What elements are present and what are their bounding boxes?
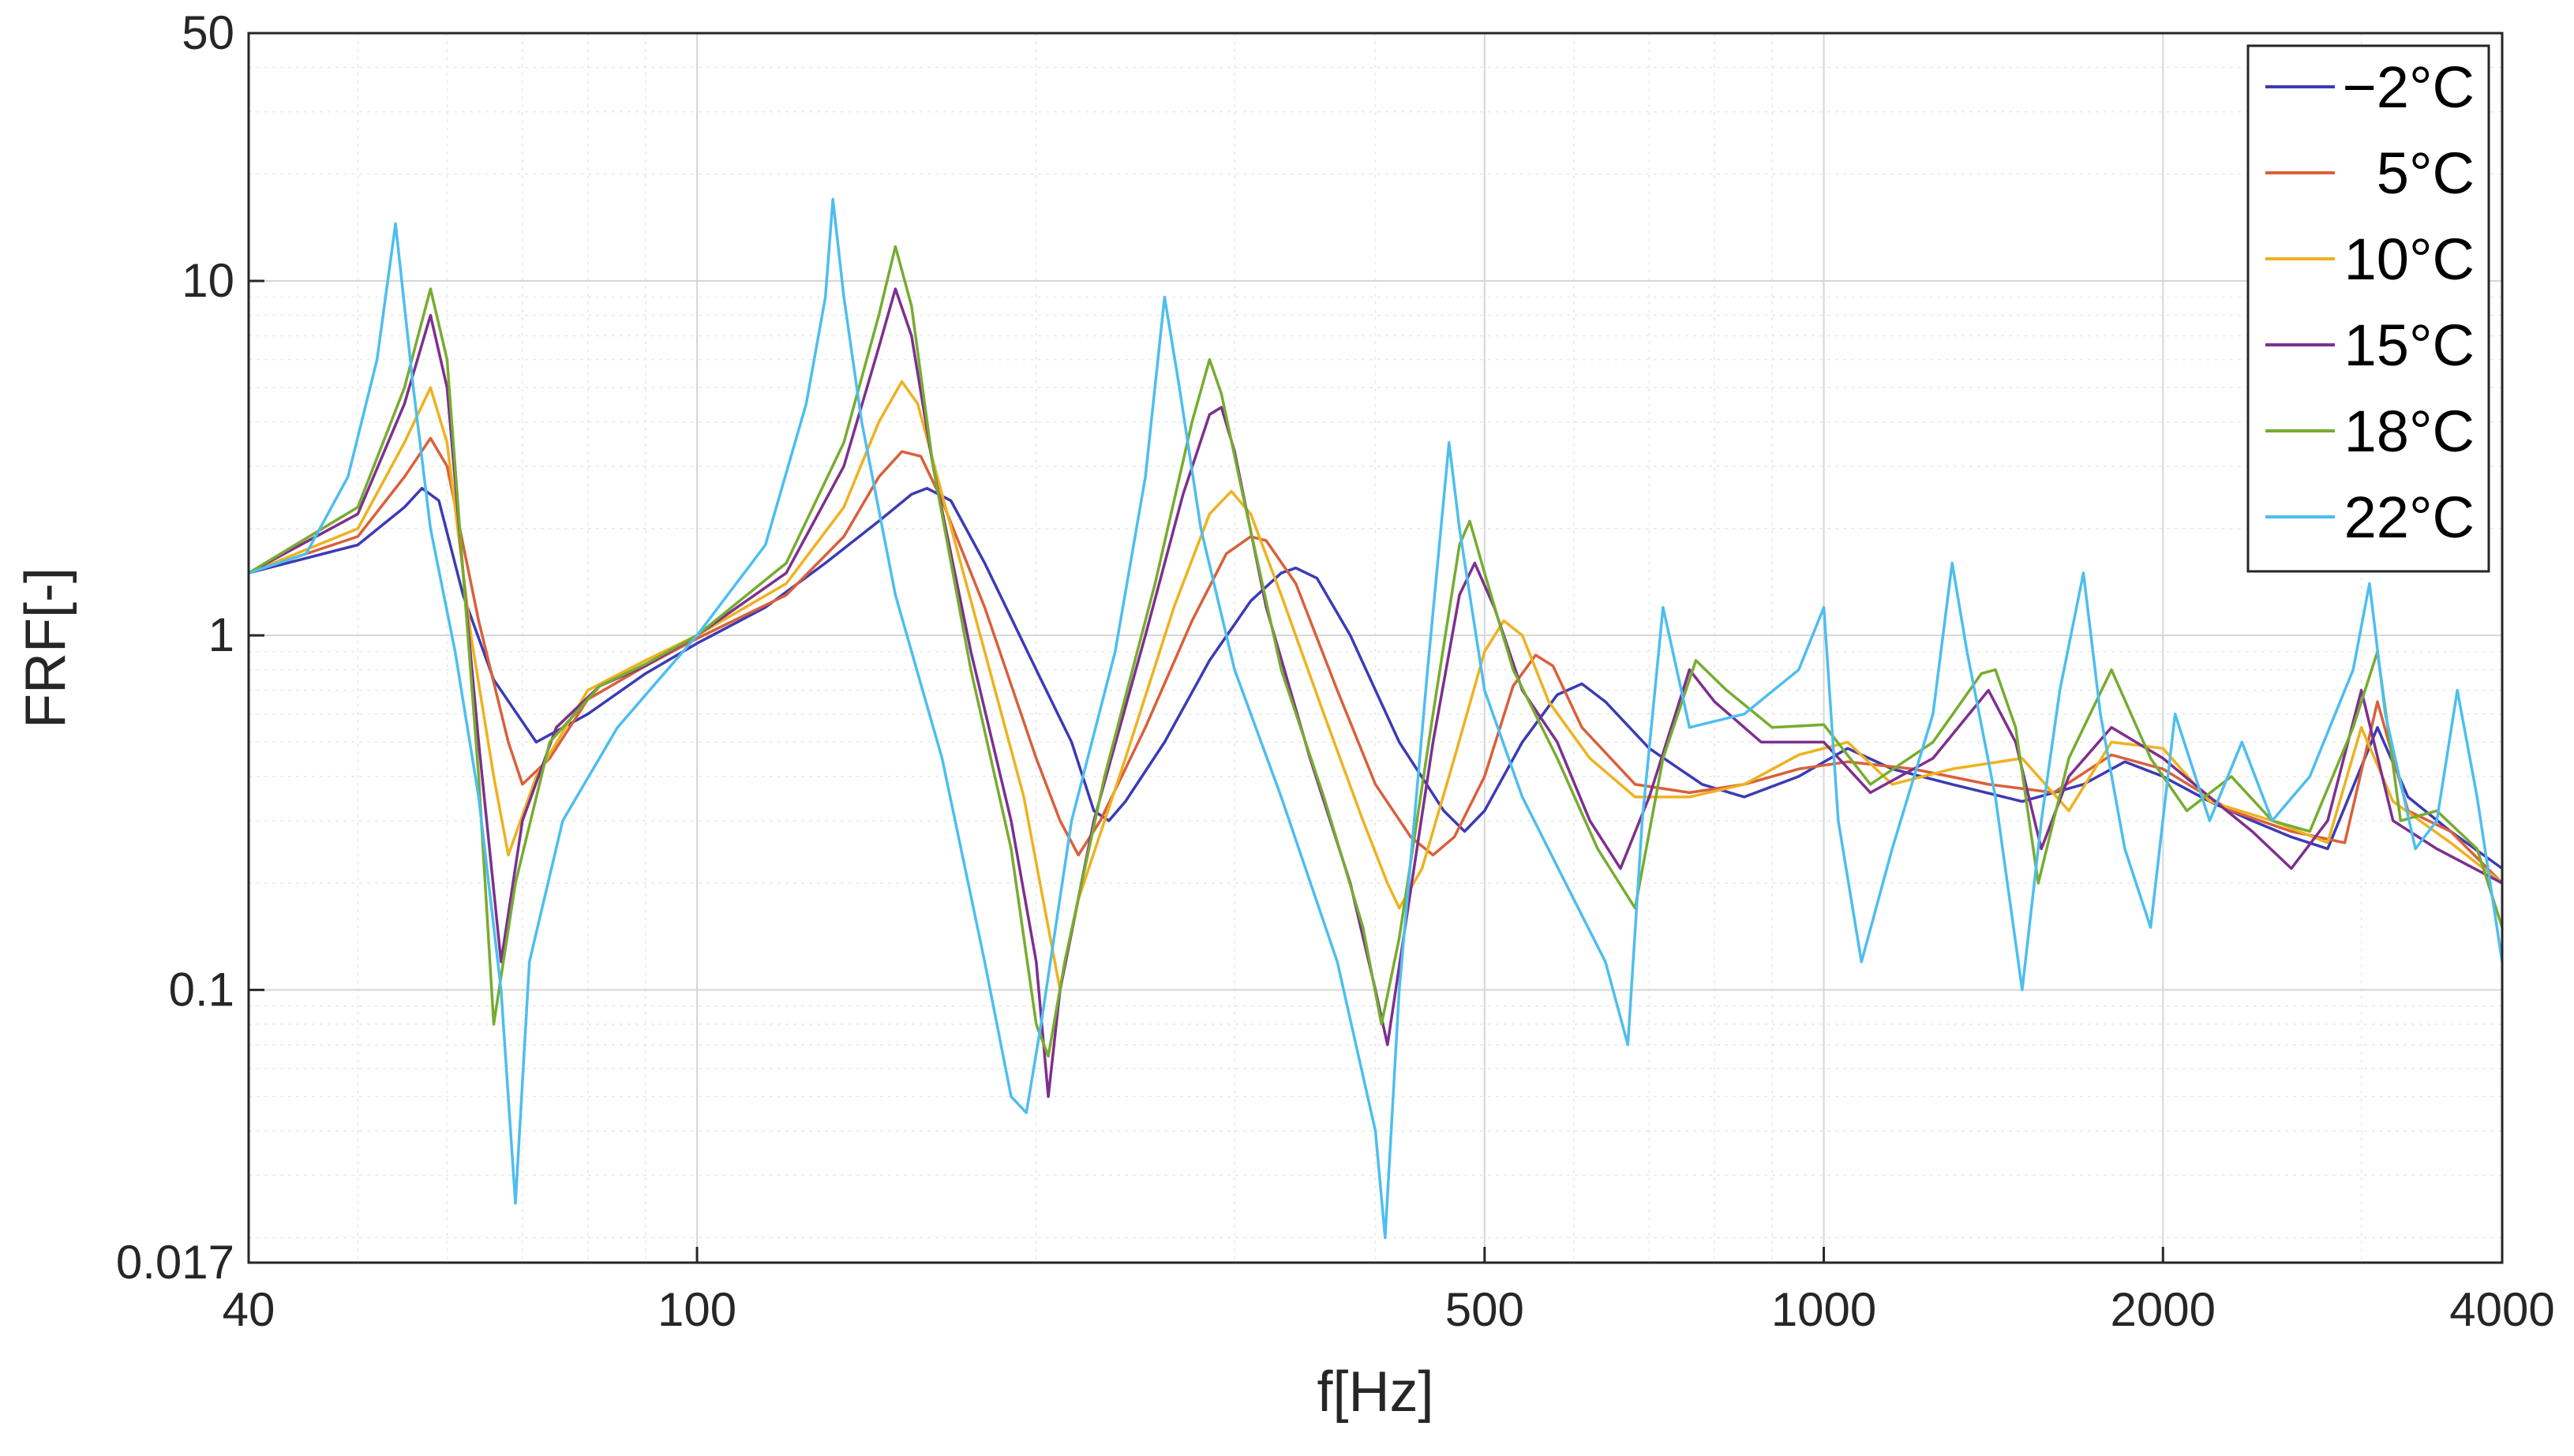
plot-frame [247, 32, 2504, 1264]
y-axis-label: FRF[-] [14, 567, 77, 728]
series-line [248, 245, 2504, 1058]
x-tick-label: 100 [658, 1283, 736, 1336]
x-tick-label: 500 [1445, 1283, 1524, 1336]
x-axis-label: f[Hz] [1317, 1361, 1433, 1424]
series-line [248, 436, 2504, 885]
legend-label: 15°C [2344, 313, 2475, 378]
legend[interactable]: −2°C 5°C 10°C 15°C 18°C 22°C [2246, 44, 2490, 573]
y-tick-label: 0.017 [116, 1236, 234, 1289]
y-tick-label: 1 [208, 608, 234, 661]
x-tick-label: 4000 [2449, 1283, 2554, 1336]
y-axis-ticks: 0.017 0.1 1 10 50 [116, 6, 264, 1289]
plot-area [249, 33, 2502, 1263]
y-tick-label: 10 [182, 254, 234, 307]
x-tick-label: 1000 [1771, 1283, 1876, 1336]
y-tick-label: 50 [182, 6, 234, 59]
x-axis-ticks: 40 100 500 1000 2000 4000 [223, 1247, 2555, 1336]
legend-label: 22°C [2344, 485, 2475, 550]
legend-label: 5°C [2377, 140, 2475, 206]
series-layer [248, 197, 2504, 1240]
legend-label: −2°C [2343, 54, 2475, 120]
series-line [248, 197, 2504, 1240]
x-tick-label: 40 [223, 1283, 275, 1336]
legend-box [2246, 44, 2490, 573]
legend-label: 18°C [2344, 399, 2475, 464]
x-tick-label: 2000 [2111, 1283, 2216, 1336]
y-tick-label: 0.1 [169, 963, 234, 1016]
legend-label: 10°C [2344, 226, 2475, 292]
